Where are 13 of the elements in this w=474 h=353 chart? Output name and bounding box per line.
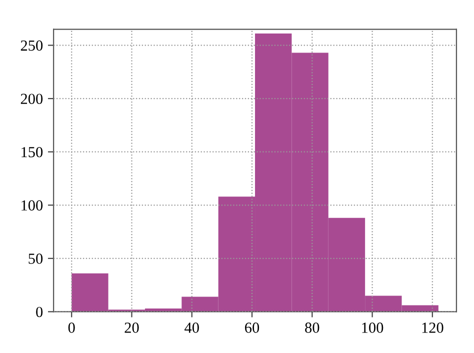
y-tick-label: 50: [28, 254, 43, 264]
y-tick-label: 100: [22, 200, 43, 211]
y-tick-label: 150: [22, 146, 43, 158]
y-tick-label: 250: [20, 40, 43, 51]
x-tick-label: 60: [245, 322, 260, 333]
x-tick-label: 20: [124, 322, 139, 333]
x-tick-label: 80: [305, 322, 320, 333]
y-tick-label: 0: [36, 306, 43, 318]
x-tick-label: 40: [184, 322, 199, 333]
x-tick-label: 120: [422, 322, 444, 333]
x-tick-label: 0: [68, 322, 75, 333]
y-tick-label: 200: [20, 94, 43, 104]
x-tick-label: 100: [362, 322, 384, 333]
